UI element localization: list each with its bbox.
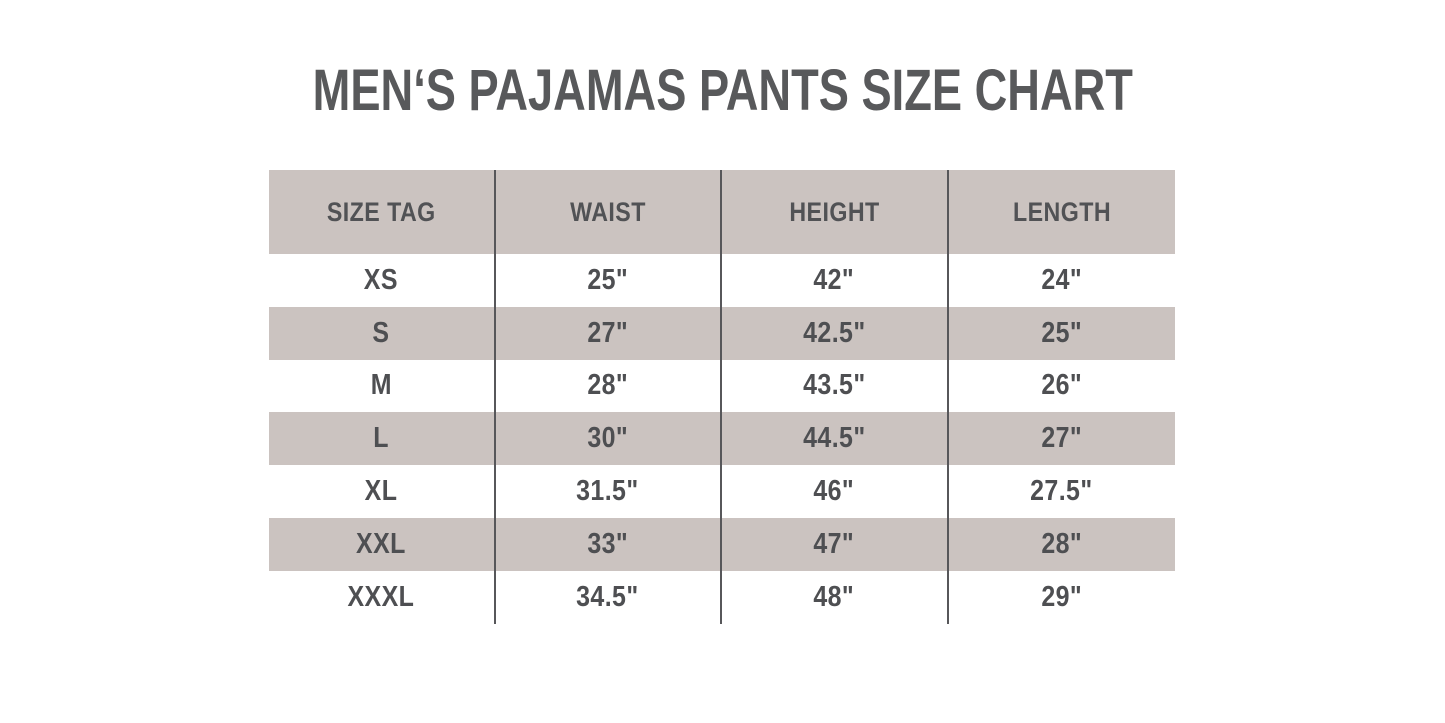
cell-waist: 33" xyxy=(496,517,722,571)
cell-value: XL xyxy=(364,475,398,508)
header-label: LENGTH xyxy=(1012,196,1111,227)
cell-value: 29" xyxy=(1041,580,1083,613)
page-title: MEN‘S PAJAMAS PANTS SIZE CHART xyxy=(0,60,1445,122)
cell-waist: 28" xyxy=(496,359,722,413)
cell-value: 31.5" xyxy=(576,475,640,508)
cell-value: M xyxy=(370,369,392,402)
cell-value: 24" xyxy=(1041,263,1083,296)
cell-value: XXXL xyxy=(347,580,415,613)
cell-height: 43.5" xyxy=(722,359,949,413)
cell-value: 30" xyxy=(587,422,629,455)
cell-size: L xyxy=(269,412,496,466)
cell-size: XXXL xyxy=(269,570,496,624)
cell-value: 33" xyxy=(587,527,629,560)
table-row-s: S 27" 42.5" 25" xyxy=(269,306,1176,360)
cell-value: 27.5" xyxy=(1030,475,1094,508)
cell-height: 42.5" xyxy=(722,306,949,360)
cell-value: 27" xyxy=(587,316,629,349)
table-row-xxl: XXL 33" 47" 28" xyxy=(269,517,1176,571)
header-label: HEIGHT xyxy=(789,196,880,227)
cell-length: 25" xyxy=(949,307,1176,360)
cell-size: XS xyxy=(269,254,496,307)
cell-value: 27" xyxy=(1041,422,1083,455)
page-title-text: MEN‘S PAJAMAS PANTS SIZE CHART xyxy=(312,58,1133,123)
cell-value: 26" xyxy=(1041,369,1083,402)
cell-value: 44.5" xyxy=(802,422,866,455)
cell-waist: 25" xyxy=(496,254,722,307)
cell-value: S xyxy=(372,316,390,349)
cell-value: L xyxy=(373,422,390,455)
header-cell-length: LENGTH xyxy=(949,170,1176,254)
cell-waist: 34.5" xyxy=(496,570,722,624)
cell-size: XXL xyxy=(269,517,496,571)
cell-size: XL xyxy=(269,465,496,518)
cell-value: 42.5" xyxy=(802,316,866,349)
table-row-xl: XL 31.5" 46" 27.5" xyxy=(269,465,1175,518)
table-header-row: SIZE TAG WAIST HEIGHT LENGTH xyxy=(269,170,1175,254)
cell-value: 48" xyxy=(813,580,855,613)
cell-length: 26" xyxy=(949,360,1176,413)
size-chart-table: SIZE TAG WAIST HEIGHT LENGTH XS 25" 42" … xyxy=(269,170,1175,624)
cell-length: 28" xyxy=(949,518,1176,571)
table-row-m: M 28" 43.5" 26" xyxy=(269,359,1176,413)
cell-value: 28" xyxy=(587,369,629,402)
cell-length: 27.5" xyxy=(949,465,1176,518)
cell-value: XS xyxy=(364,263,399,296)
cell-value: 25" xyxy=(587,263,629,296)
cell-waist: 30" xyxy=(496,412,722,466)
cell-height: 48" xyxy=(722,570,949,624)
cell-waist: 27" xyxy=(496,306,722,360)
cell-value: 42" xyxy=(813,263,855,296)
cell-size: S xyxy=(269,306,496,360)
cell-value: 47" xyxy=(813,527,855,560)
table-row-xxxl: XXXL 34.5" 48" 29" xyxy=(269,570,1176,624)
cell-length: 27" xyxy=(949,412,1176,465)
cell-length: 29" xyxy=(949,571,1176,624)
cell-waist: 31.5" xyxy=(496,465,722,518)
cell-size: M xyxy=(269,359,496,413)
header-cell-size-tag: SIZE TAG xyxy=(269,170,496,254)
cell-height: 47" xyxy=(722,517,949,571)
cell-value: 34.5" xyxy=(576,580,640,613)
table-row-l: L 30" 44.5" 27" xyxy=(269,412,1176,466)
cell-height: 42" xyxy=(722,254,949,307)
cell-height: 44.5" xyxy=(722,412,949,466)
cell-length: 24" xyxy=(949,254,1176,307)
cell-value: XXL xyxy=(356,527,407,560)
header-label: WAIST xyxy=(569,196,646,227)
cell-height: 46" xyxy=(722,465,949,518)
table-row-xs: XS 25" 42" 24" xyxy=(269,254,1175,307)
cell-value: 43.5" xyxy=(802,369,866,402)
cell-value: 46" xyxy=(813,475,855,508)
header-label: SIZE TAG xyxy=(326,196,436,227)
header-cell-waist: WAIST xyxy=(496,170,722,254)
cell-value: 28" xyxy=(1041,527,1083,560)
header-cell-height: HEIGHT xyxy=(722,170,949,254)
cell-value: 25" xyxy=(1041,316,1083,349)
